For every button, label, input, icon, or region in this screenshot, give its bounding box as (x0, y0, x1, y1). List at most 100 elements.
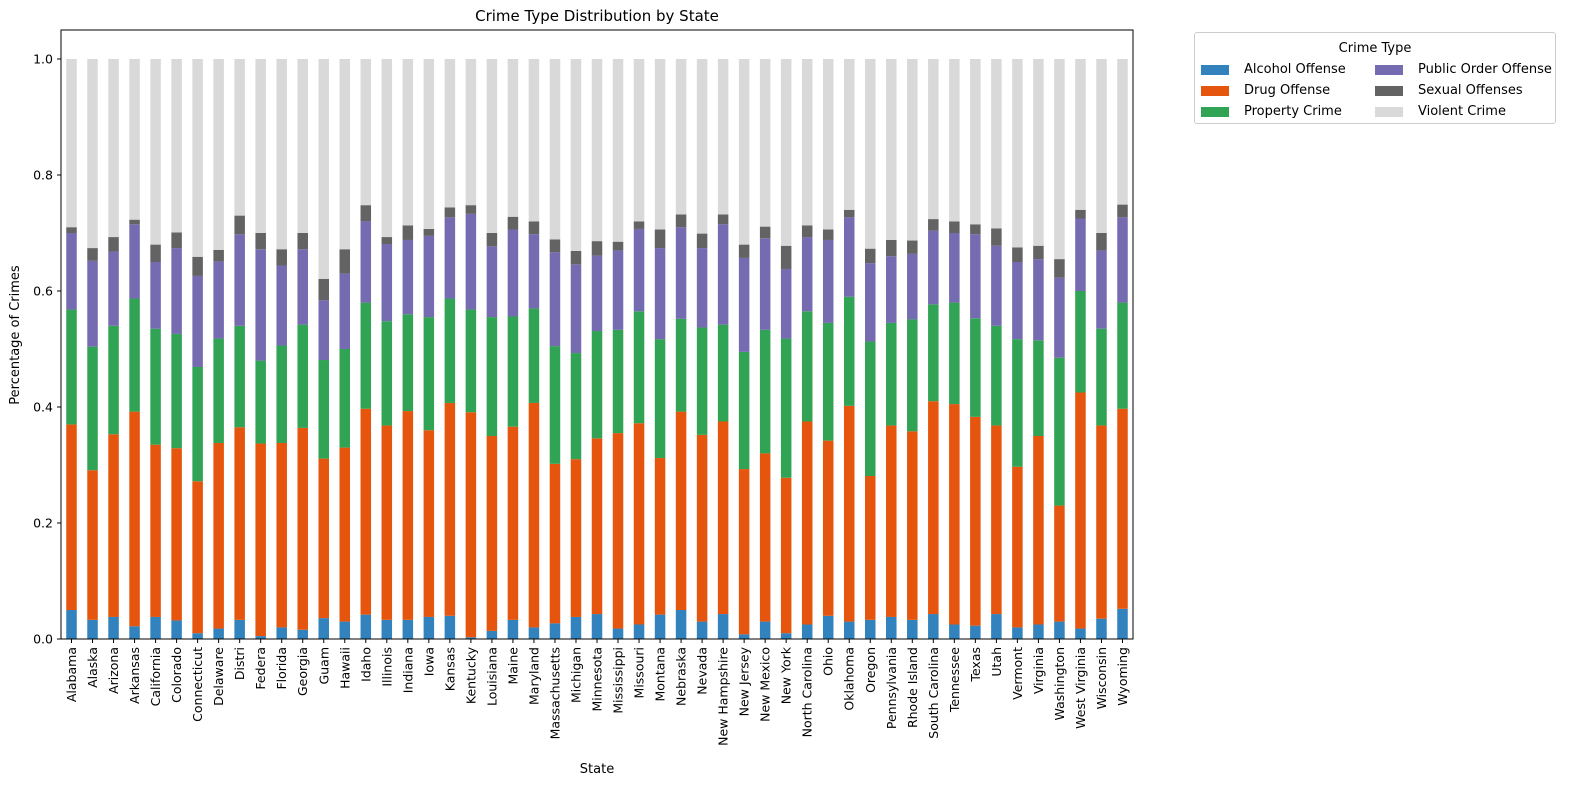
bar-mississippi-property-crime (612, 329, 624, 434)
bar-guam-drug-offense (318, 458, 329, 619)
bar-florida-sexual-offenses (276, 249, 287, 266)
bar-illinois-alcohol-offense (381, 619, 393, 639)
bar-north-carolina-violent-crime (801, 59, 813, 226)
bar-kentucky-drug-offense (465, 412, 477, 638)
bar-texas-violent-crime (970, 59, 981, 225)
bar-tennessee-sexual-offenses (949, 221, 960, 233)
y-tick-label: 0.8 (33, 168, 53, 183)
bar-montana-property-crime (654, 339, 666, 459)
bar-north-carolina-property-crime (801, 311, 813, 422)
bar-west-virginia-public-order-offense (1075, 218, 1086, 291)
bar-federa-sexual-offenses (255, 233, 266, 250)
x-tick-label: Alabama (64, 647, 79, 702)
bar-hawaii-violent-crime (339, 59, 351, 250)
bar-new-mexico-alcohol-offense (759, 621, 771, 639)
bars (66, 59, 1128, 639)
bar-delaware-public-order-offense (213, 261, 224, 339)
bar-nebraska-sexual-offenses (675, 214, 687, 228)
x-tick-label: Minnesota (590, 647, 605, 712)
bar-maine-property-crime (507, 316, 519, 427)
bar-washington-alcohol-offense (1054, 621, 1065, 639)
bar-rhode-island-public-order-offense (907, 253, 918, 320)
x-tick-label: Idaho (358, 647, 373, 682)
bar-michigan-drug-offense (570, 459, 582, 617)
bar-wisconsin-sexual-offenses (1096, 233, 1107, 251)
bar-hawaii-alcohol-offense (339, 621, 351, 639)
bar-kansas-alcohol-offense (444, 615, 456, 639)
bar-missouri-drug-offense (633, 423, 645, 625)
bar-illinois-property-crime (381, 321, 393, 426)
bar-west-virginia-property-crime (1075, 291, 1086, 393)
bar-ohio-public-order-offense (822, 239, 834, 323)
bar-minnesota-violent-crime (591, 59, 603, 242)
y-tick-label: 0.2 (33, 516, 53, 531)
bar-texas-property-crime (970, 318, 981, 417)
bar-hawaii-drug-offense (339, 447, 351, 622)
bar-massachusetts-drug-offense (549, 463, 561, 624)
bar-alaska-public-order-offense (87, 260, 98, 347)
bar-new-york-property-crime (780, 338, 792, 478)
bar-michigan-alcohol-offense (570, 616, 582, 639)
bar-utah-sexual-offenses (991, 228, 1002, 246)
x-tick-label: Texas (968, 647, 983, 683)
x-tick-label: South Carolina (926, 647, 941, 739)
bar-alaska-drug-offense (87, 470, 98, 620)
bar-kentucky-property-crime (465, 309, 477, 413)
bar-california-sexual-offenses (150, 244, 161, 262)
bar-oregon-violent-crime (865, 59, 876, 249)
legend-item: Violent Crime (1375, 101, 1555, 122)
bar-virginia-violent-crime (1033, 59, 1044, 246)
bar-washington-sexual-offenses (1054, 259, 1065, 278)
bar-new-york-violent-crime (780, 59, 792, 246)
bar-oregon-property-crime (865, 341, 876, 477)
x-tick-label: Pennsylvania (884, 647, 899, 729)
x-tick-label: Arkansas (127, 647, 142, 704)
bar-kansas-sexual-offenses (444, 207, 456, 218)
x-tick-label: Alaska (85, 647, 100, 688)
bar-vermont-alcohol-offense (1012, 627, 1023, 639)
bar-washington-public-order-offense (1054, 277, 1065, 358)
bar-oklahoma-public-order-offense (843, 217, 855, 297)
x-tick-label: West Virginia (1073, 647, 1088, 729)
bar-new-jersey-violent-crime (738, 59, 750, 245)
x-tick-label: Wyoming (1115, 647, 1130, 706)
bar-california-drug-offense (150, 444, 161, 617)
x-tick-label: Virginia (1031, 647, 1046, 694)
bar-guam-alcohol-offense (318, 618, 329, 639)
x-tick-label: New Hampshire (716, 647, 731, 746)
bar-illinois-public-order-offense (381, 244, 393, 322)
bar-north-carolina-sexual-offenses (801, 225, 813, 238)
y-tick-label: 0.4 (33, 400, 53, 415)
bar-south-carolina-drug-offense (928, 401, 939, 615)
bar-wisconsin-public-order-offense (1096, 250, 1107, 329)
bar-california-property-crime (150, 328, 161, 445)
bar-alaska-sexual-offenses (87, 248, 98, 261)
bar-indiana-alcohol-offense (402, 619, 414, 639)
bar-washington-property-crime (1054, 357, 1065, 506)
bar-colorado-drug-offense (171, 448, 182, 621)
bar-new-mexico-property-crime (759, 329, 771, 454)
bar-kentucky-sexual-offenses (465, 205, 477, 214)
bar-mississippi-alcohol-offense (612, 628, 624, 639)
legend-label: Sexual Offenses (1418, 83, 1523, 98)
bar-idaho-drug-offense (360, 408, 372, 615)
bar-maine-sexual-offenses (507, 216, 519, 230)
bar-west-virginia-drug-offense (1075, 392, 1086, 629)
bar-federa-property-crime (255, 360, 266, 444)
bar-utah-property-crime (991, 325, 1002, 426)
bar-connecticut-property-crime (192, 366, 203, 482)
bar-utah-alcohol-offense (991, 614, 1002, 639)
bar-new-jersey-public-order-offense (738, 257, 750, 352)
bar-new-jersey-sexual-offenses (738, 244, 750, 258)
bar-guam-sexual-offenses (318, 278, 329, 301)
bar-iowa-property-crime (423, 317, 435, 431)
legend-item: Property Crime (1201, 101, 1375, 122)
bar-delaware-alcohol-offense (213, 628, 224, 639)
bar-guam-violent-crime (318, 59, 329, 279)
bar-wisconsin-drug-offense (1096, 425, 1107, 619)
bar-nevada-alcohol-offense (696, 621, 708, 639)
bar-colorado-sexual-offenses (171, 232, 182, 249)
bar-massachusetts-sexual-offenses (549, 239, 561, 253)
x-tick-label: Iowa (421, 647, 436, 676)
bar-mississippi-sexual-offenses (612, 241, 624, 251)
